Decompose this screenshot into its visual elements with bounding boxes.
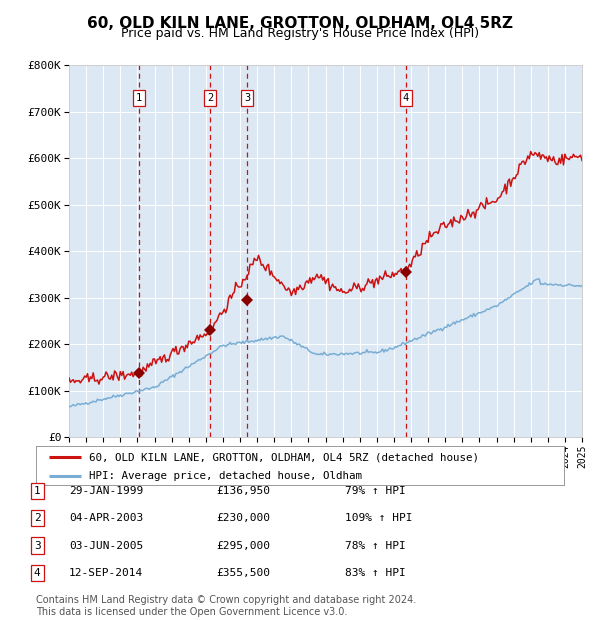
Text: 83% ↑ HPI: 83% ↑ HPI bbox=[345, 568, 406, 578]
Text: 4: 4 bbox=[34, 568, 41, 578]
Text: £355,500: £355,500 bbox=[216, 568, 270, 578]
Text: £136,950: £136,950 bbox=[216, 486, 270, 496]
Text: Price paid vs. HM Land Registry's House Price Index (HPI): Price paid vs. HM Land Registry's House … bbox=[121, 27, 479, 40]
Text: 78% ↑ HPI: 78% ↑ HPI bbox=[345, 541, 406, 551]
Text: 3: 3 bbox=[34, 541, 41, 551]
Text: 79% ↑ HPI: 79% ↑ HPI bbox=[345, 486, 406, 496]
Text: 04-APR-2003: 04-APR-2003 bbox=[69, 513, 143, 523]
Text: 109% ↑ HPI: 109% ↑ HPI bbox=[345, 513, 413, 523]
Text: 2: 2 bbox=[207, 92, 214, 103]
Text: Contains HM Land Registry data © Crown copyright and database right 2024.
This d: Contains HM Land Registry data © Crown c… bbox=[36, 595, 416, 617]
Text: 4: 4 bbox=[403, 92, 409, 103]
Text: 29-JAN-1999: 29-JAN-1999 bbox=[69, 486, 143, 496]
Text: 2: 2 bbox=[34, 513, 41, 523]
Text: 60, OLD KILN LANE, GROTTON, OLDHAM, OL4 5RZ (detached house): 60, OLD KILN LANE, GROTTON, OLDHAM, OL4 … bbox=[89, 452, 479, 462]
Text: £295,000: £295,000 bbox=[216, 541, 270, 551]
Text: 60, OLD KILN LANE, GROTTON, OLDHAM, OL4 5RZ: 60, OLD KILN LANE, GROTTON, OLDHAM, OL4 … bbox=[87, 16, 513, 30]
Text: 3: 3 bbox=[244, 92, 250, 103]
Text: 03-JUN-2005: 03-JUN-2005 bbox=[69, 541, 143, 551]
Text: £230,000: £230,000 bbox=[216, 513, 270, 523]
Text: HPI: Average price, detached house, Oldham: HPI: Average price, detached house, Oldh… bbox=[89, 471, 362, 481]
Text: 12-SEP-2014: 12-SEP-2014 bbox=[69, 568, 143, 578]
Text: 1: 1 bbox=[34, 486, 41, 496]
Text: 1: 1 bbox=[136, 92, 142, 103]
